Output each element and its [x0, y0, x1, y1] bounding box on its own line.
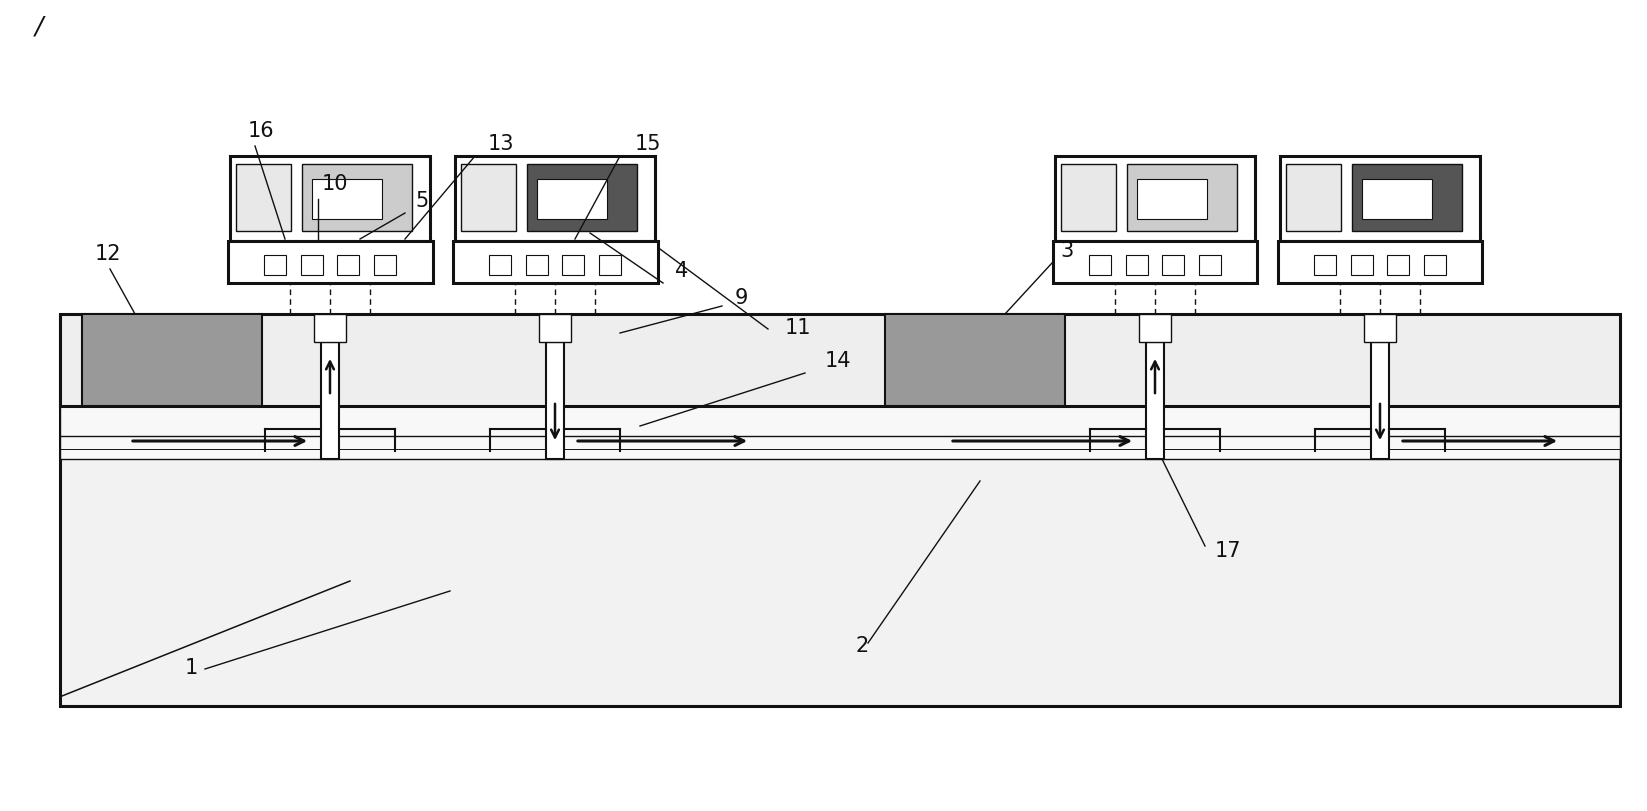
Bar — [1146, 342, 1164, 460]
Bar — [525, 255, 548, 276]
Bar — [1052, 242, 1258, 284]
Text: 4: 4 — [675, 260, 688, 281]
Bar — [315, 315, 346, 342]
Bar — [527, 165, 637, 232]
Text: 2: 2 — [855, 635, 868, 655]
Bar — [600, 255, 621, 276]
Text: 14: 14 — [825, 350, 851, 371]
Bar — [311, 180, 382, 220]
Text: 10: 10 — [323, 174, 349, 194]
Bar — [236, 165, 292, 232]
Bar — [1061, 165, 1117, 232]
Bar — [1425, 255, 1446, 276]
Bar — [547, 342, 563, 460]
Bar — [1280, 157, 1481, 242]
Bar — [374, 255, 395, 276]
Bar — [489, 255, 511, 276]
Bar — [301, 165, 412, 232]
Bar — [1278, 242, 1482, 284]
Bar — [1127, 165, 1237, 232]
Bar — [59, 405, 1621, 460]
Bar — [1163, 255, 1184, 276]
Bar — [884, 315, 1066, 406]
Bar — [461, 165, 516, 232]
Bar — [231, 157, 430, 242]
Bar — [59, 315, 1621, 406]
Bar — [539, 315, 572, 342]
Text: 12: 12 — [96, 243, 122, 264]
Bar — [453, 242, 657, 284]
Text: /: / — [35, 15, 43, 39]
Text: 16: 16 — [249, 121, 275, 141]
Bar — [82, 315, 262, 406]
Text: 17: 17 — [1215, 540, 1242, 560]
Bar — [264, 255, 287, 276]
Bar — [321, 342, 339, 460]
Bar — [301, 255, 323, 276]
Bar — [1286, 165, 1341, 232]
Bar — [562, 255, 585, 276]
Text: 1: 1 — [184, 657, 198, 677]
Text: 11: 11 — [786, 318, 812, 337]
Bar — [1351, 255, 1374, 276]
Text: 15: 15 — [636, 134, 662, 154]
Bar — [1387, 255, 1408, 276]
Bar — [1140, 315, 1171, 342]
Bar — [537, 180, 608, 220]
Bar — [1362, 180, 1431, 220]
Bar — [1127, 255, 1148, 276]
Bar — [1056, 157, 1255, 242]
Text: 5: 5 — [415, 191, 428, 211]
Text: 9: 9 — [735, 288, 748, 307]
Text: 13: 13 — [488, 134, 514, 154]
Bar — [1089, 255, 1112, 276]
Bar — [1199, 255, 1220, 276]
Bar — [1370, 342, 1388, 460]
Bar — [455, 157, 656, 242]
Bar — [338, 255, 359, 276]
Bar — [1136, 180, 1207, 220]
Bar — [59, 316, 1621, 706]
Bar — [227, 242, 433, 284]
Bar — [1352, 165, 1463, 232]
Bar — [1314, 255, 1336, 276]
Text: 3: 3 — [1061, 241, 1074, 260]
Bar — [1364, 315, 1397, 342]
